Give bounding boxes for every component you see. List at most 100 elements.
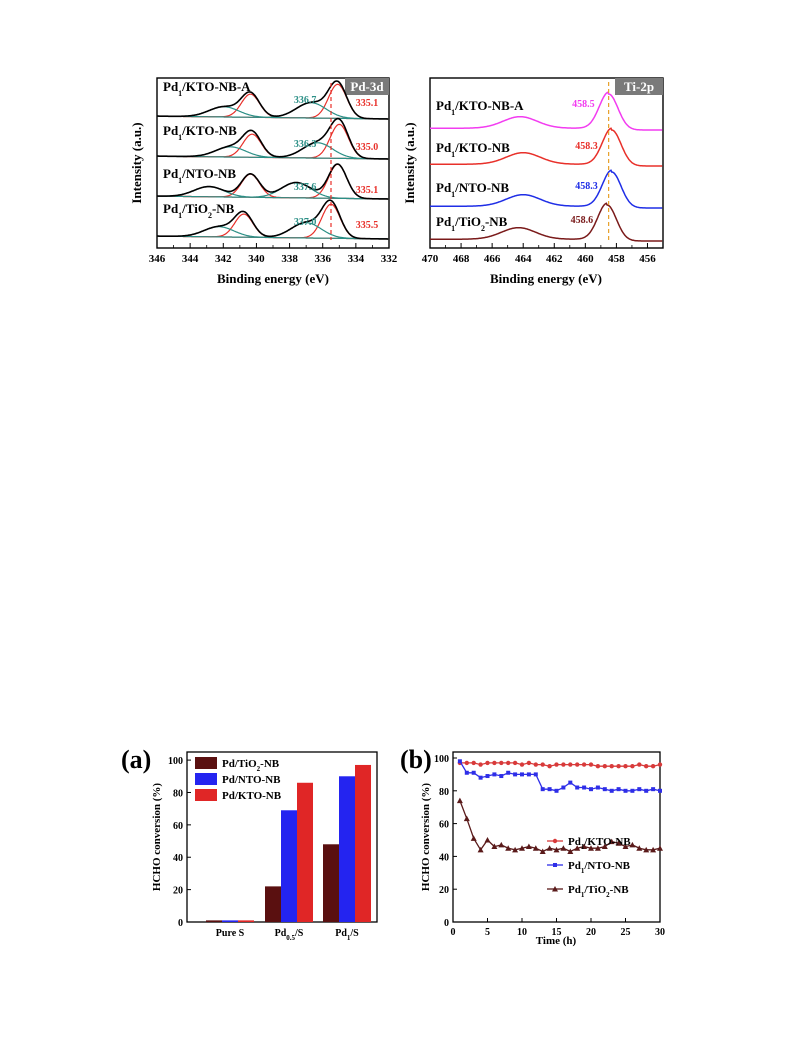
envelope-curve [157, 80, 389, 120]
data-point [505, 845, 512, 851]
y-tick-label: 100 [168, 756, 183, 767]
data-point [554, 762, 559, 767]
data-point [499, 760, 504, 766]
data-point [553, 863, 557, 867]
data-point [498, 841, 505, 848]
data-point [651, 787, 656, 792]
envelope-curve [157, 117, 389, 160]
data-point [540, 762, 545, 767]
x-tick-label: 458 [608, 253, 625, 265]
ti2p-frame [429, 77, 664, 249]
data-point [568, 780, 573, 785]
ti2p-curve [430, 127, 663, 167]
x-tick-label: 5 [485, 927, 490, 938]
bar-panel-a: (a) 0 20 40 60 80 100 Pure S Pd0.5/S Pd1/S Pd/Ti… [121, 745, 378, 942]
data-point [471, 770, 476, 775]
data-point [512, 846, 519, 853]
data-point [484, 837, 491, 843]
data-point [513, 772, 518, 777]
data-point [657, 762, 663, 767]
data-point [575, 785, 580, 790]
data-point [601, 843, 608, 850]
legend-swatch [195, 773, 217, 785]
data-point [595, 785, 600, 790]
data-point [478, 775, 483, 780]
y-tick-label: 40 [439, 852, 449, 863]
data-point [608, 838, 615, 845]
x-tick-label: 334 [348, 253, 365, 265]
series-label: Pd1/KTO-NB-A [436, 98, 524, 117]
x-tick-label: 456 [639, 253, 656, 265]
x-tick-label: 20 [586, 927, 596, 938]
y-tick-label: 0 [178, 918, 183, 929]
data-point [512, 760, 518, 766]
y-tick-label: 40 [173, 853, 183, 864]
line-ylabel: HCHO conversion (%) [420, 783, 432, 891]
x-tick-label: 336 [314, 253, 331, 265]
data-point [533, 772, 538, 777]
legend-label: Pd1/KTO-NB [568, 836, 631, 851]
x-tick-label: 332 [381, 253, 398, 265]
data-point [552, 838, 558, 844]
data-point [533, 762, 538, 767]
envelope-curve [157, 163, 389, 200]
data-point [519, 845, 525, 851]
category-label: Pure S [216, 928, 245, 939]
data-point [561, 762, 566, 767]
legend-label: Pd/KTO-NB [222, 790, 282, 802]
x-tick-label: 0 [451, 927, 456, 938]
x-tick-label: 342 [215, 253, 232, 265]
ti2p-curve [430, 202, 663, 242]
data-point [630, 764, 635, 769]
category-label: Pd0.5/S [275, 928, 304, 942]
data-point [464, 770, 469, 775]
data-point [554, 788, 559, 793]
pd3d-panel: Pd-3d Pd1/KTO-NB-A 336.7 335.1 Pd1/KTO-NB 33… [129, 77, 398, 286]
data-point [492, 760, 497, 766]
peak-label: 458.3 [575, 181, 598, 192]
data-point [630, 788, 635, 793]
data-point [519, 762, 525, 767]
data-point [623, 764, 628, 769]
data-point [506, 770, 511, 775]
data-point [629, 841, 636, 848]
x-tick-label: 462 [546, 253, 563, 265]
y-tick-label: 60 [439, 820, 449, 831]
data-point [650, 846, 657, 853]
bar [297, 782, 313, 922]
data-point [568, 762, 573, 767]
y-tick-label: 20 [173, 886, 183, 897]
data-point [456, 797, 463, 804]
series-label: Pd1/KTO-NB [436, 140, 510, 159]
pd3d-ylabel: Intensity (a.u.) [129, 122, 144, 203]
data-point [560, 845, 567, 851]
x-tick-label: 470 [422, 253, 439, 265]
data-point [532, 845, 539, 851]
bar [281, 810, 297, 922]
peak-label: 335.1 [356, 185, 379, 196]
y-tick-label: 60 [173, 821, 183, 832]
data-point [657, 845, 663, 851]
data-point [520, 772, 524, 777]
data-point [643, 846, 650, 853]
data-point [650, 764, 656, 769]
legend-label: Pd/NTO-NB [222, 774, 281, 786]
ti2p-xlabel: Binding energy (eV) [490, 271, 602, 286]
data-point [553, 846, 560, 853]
data-point [478, 762, 483, 767]
envelope-curve [157, 199, 389, 240]
series-label: Pd1/KTO-NB [163, 123, 237, 142]
legend-swatch [195, 757, 217, 769]
peak-label: 335.0 [356, 142, 379, 153]
data-point [644, 764, 649, 769]
series-line [459, 762, 661, 767]
ti2p-panel: Ti-2p Pd1/KTO-NB-A 458.5 Pd1/KTO-NB 458.3 Pd… [402, 77, 664, 286]
peak-label: 335.1 [356, 98, 379, 109]
data-point [616, 787, 621, 792]
data-point [485, 774, 490, 779]
data-point [574, 845, 581, 851]
series-label: Pd1/TiO2-NB [436, 214, 508, 233]
data-point [622, 843, 629, 850]
data-point [457, 759, 462, 764]
data-point [546, 845, 553, 851]
